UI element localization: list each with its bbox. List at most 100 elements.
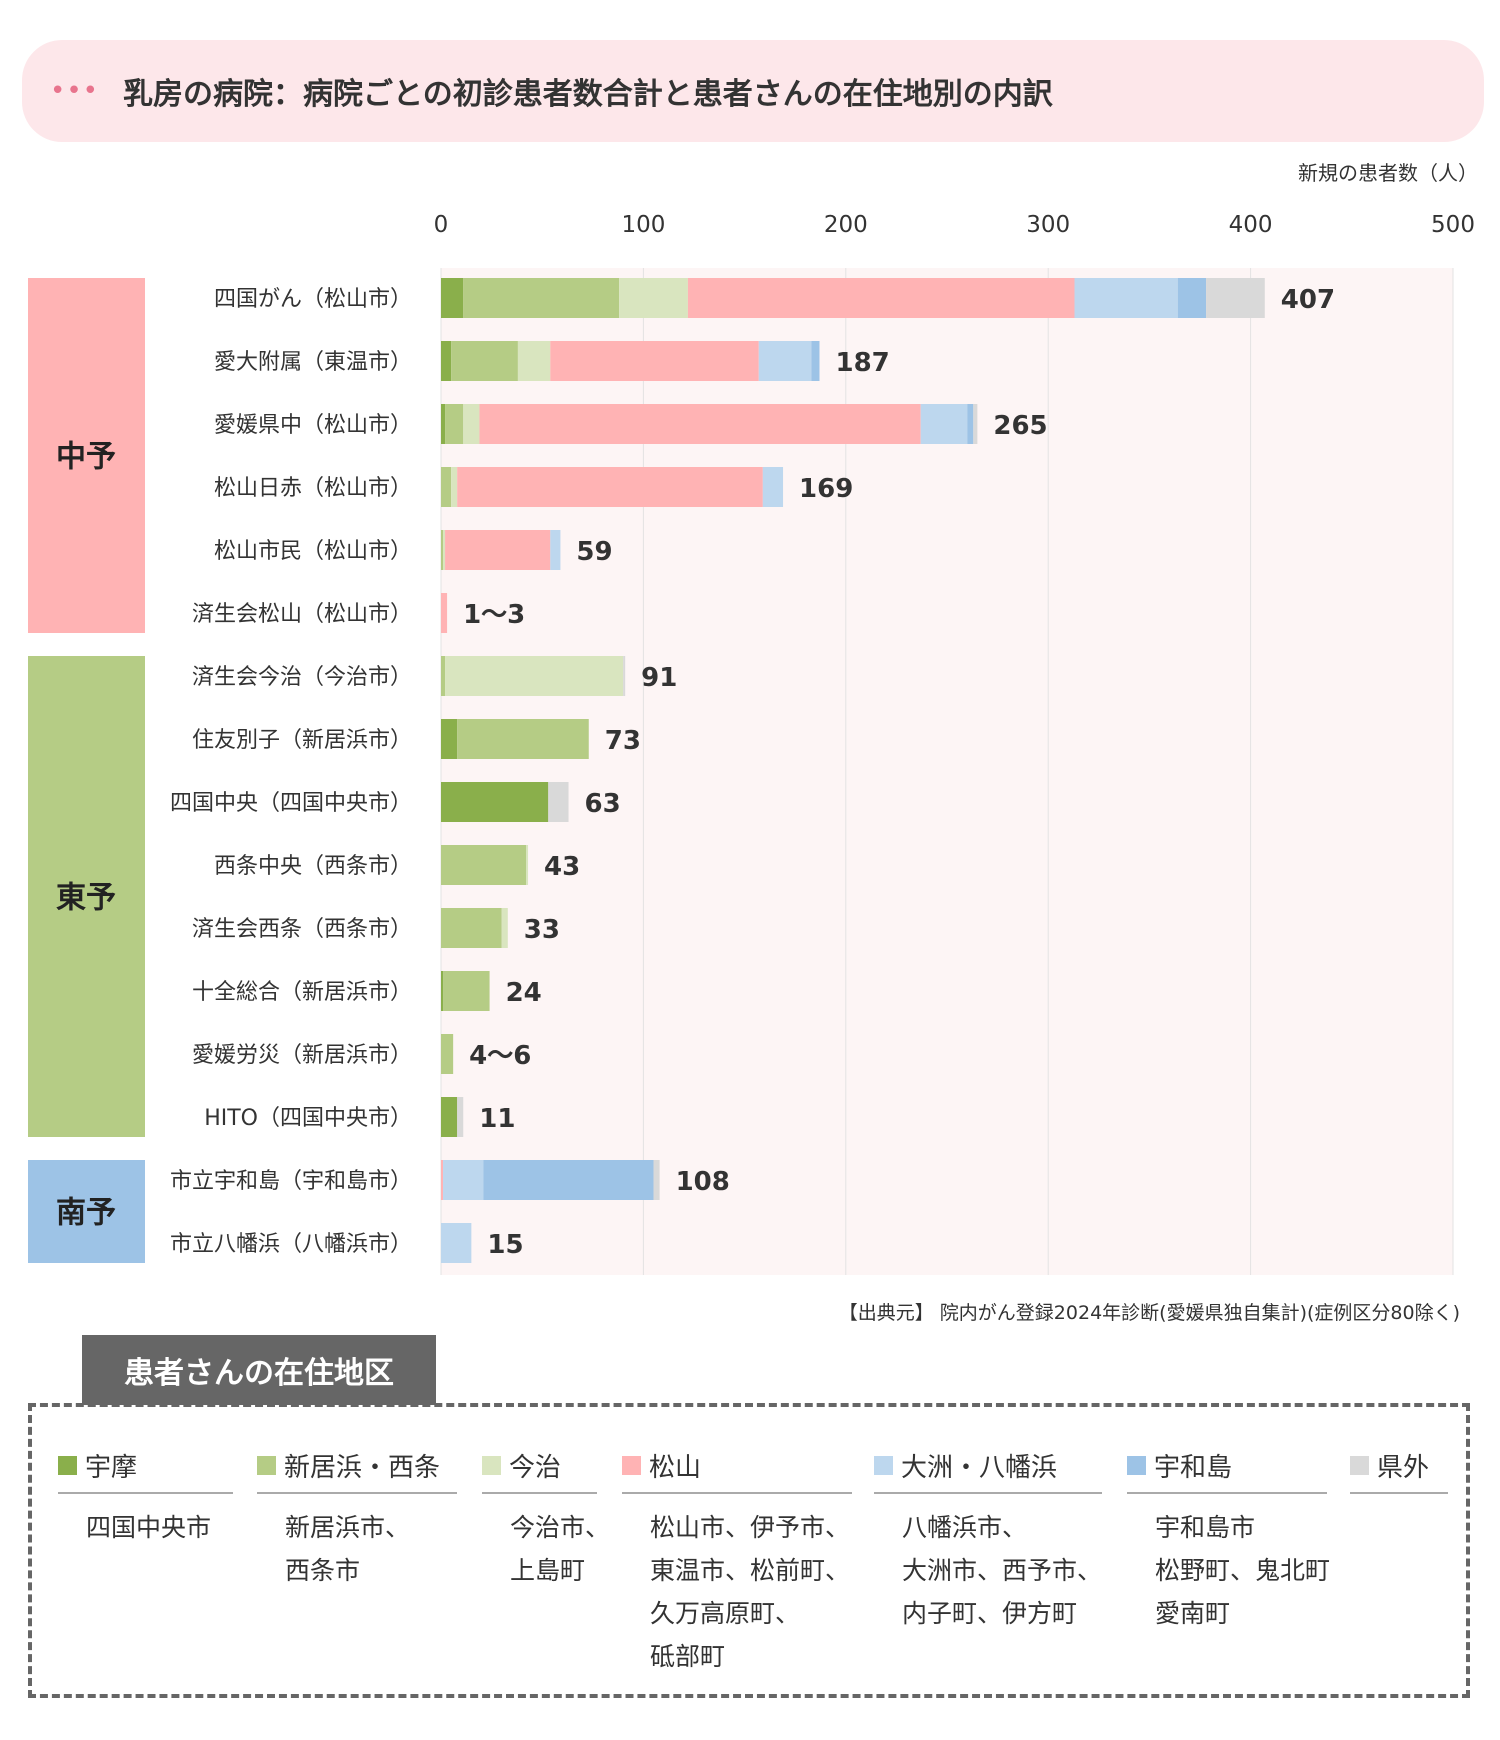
axis-unit-label: 新規の患者数（人） xyxy=(1298,161,1478,185)
bar-segment xyxy=(441,719,458,759)
data-label: 73 xyxy=(605,726,641,756)
legend-area-text: 砥部町 xyxy=(650,1642,726,1671)
legend-item: 松山松山市、伊予市、 東温市、松前町、 久万高原町、 砥部町 xyxy=(622,1447,852,1678)
legend-label: 松山 xyxy=(649,1453,702,1483)
data-label: 24 xyxy=(506,978,542,1008)
category-label: 愛大附属（東温市） xyxy=(214,350,412,375)
data-label: 187 xyxy=(835,348,889,378)
data-label: 33 xyxy=(524,915,560,945)
category-label: 愛媛労災（新居浜市） xyxy=(192,1043,412,1068)
bar-segment xyxy=(441,593,448,633)
x-tick-label: 400 xyxy=(1229,212,1273,238)
bar-segment xyxy=(463,278,620,318)
category-label: 愛媛県中（松山市） xyxy=(214,413,412,438)
legend-areas: 四国中央市 xyxy=(58,1506,233,1549)
bar-segment xyxy=(811,341,820,381)
data-label: 63 xyxy=(585,789,621,819)
bar-segment xyxy=(441,278,464,318)
x-tick-label: 500 xyxy=(1431,212,1475,238)
legend-area-text: 松野町、鬼北町 xyxy=(1155,1556,1331,1585)
category-label: HITO（四国中央市） xyxy=(204,1106,412,1131)
legend-swatch xyxy=(1127,1456,1146,1475)
legend: 宇摩 四国中央市 新居浜・西条 新居浜市、 西条市 今治 今治市、 上島町 松山 松山市、伊予市、… xyxy=(28,1403,1470,1698)
legend-areas: 松山市、伊予市、 東温市、松前町、 久万高原町、 砥部町 xyxy=(622,1506,852,1678)
legend-swatch xyxy=(58,1456,77,1475)
legend-label: 県外 xyxy=(1377,1453,1430,1483)
bar-segment xyxy=(441,404,446,444)
bar-segment xyxy=(463,404,480,444)
legend-area-text: 内子町、伊方町 xyxy=(902,1599,1078,1628)
category-label: 済生会西条（西条市） xyxy=(192,917,412,942)
legend-label: 今治 xyxy=(509,1453,562,1483)
bar-segment xyxy=(445,404,464,444)
bar-segment xyxy=(441,1034,454,1074)
legend-header: 新居浜・西条 xyxy=(257,1447,457,1494)
legend-item: 今治今治市、 上島町 xyxy=(482,1447,611,1592)
legend-header: 大洲・八幡浜 xyxy=(874,1447,1102,1494)
bar-segment xyxy=(441,467,452,507)
legend-label: 新居浜・西条 xyxy=(284,1453,441,1483)
bar-segment xyxy=(451,341,518,381)
legend-area-text: 西条市 xyxy=(285,1556,361,1585)
data-label: 11 xyxy=(479,1104,515,1134)
category-label: 市立八幡浜（八幡浜市） xyxy=(170,1232,412,1257)
legend-area-text: 八幡浜市、 xyxy=(902,1513,1028,1542)
data-label: 1〜3 xyxy=(463,600,525,630)
bar-segment xyxy=(1074,278,1178,318)
legend-item: 大洲・八幡浜八幡浜市、大洲市、西予市、 内子町、伊方町 xyxy=(874,1447,1102,1635)
legend-areas: 今治市、 上島町 xyxy=(482,1506,611,1592)
legend-label: 宇和島 xyxy=(1154,1453,1233,1483)
legend-area-text: 宇和島市 xyxy=(1155,1513,1256,1542)
legend-area-text: 東温市、松前町、 xyxy=(650,1556,851,1585)
data-label: 108 xyxy=(676,1167,730,1197)
legend-header: 県外 xyxy=(1350,1447,1448,1494)
legend-area-text: 大洲市、西予市、 xyxy=(902,1556,1103,1585)
category-label: 済生会松山（松山市） xyxy=(192,602,412,627)
legend-swatch xyxy=(622,1456,641,1475)
category-label: 四国中央（四国中央市） xyxy=(170,791,412,816)
legend-area-text: 今治市、 xyxy=(510,1513,611,1542)
data-label: 4〜6 xyxy=(469,1041,531,1071)
title-bar: ••• 乳房の病院：病院ごとの初診患者数合計と患者さんの在住地別の内訳 xyxy=(22,40,1484,142)
category-label: 四国がん（松山市） xyxy=(214,287,412,312)
legend-swatch xyxy=(1350,1456,1369,1475)
bar-segment xyxy=(526,845,529,885)
category-label: 十全総合（新居浜市） xyxy=(192,980,412,1005)
group-label: 南予 xyxy=(56,1196,116,1231)
bar-segment xyxy=(441,341,452,381)
bar-segment xyxy=(441,1097,458,1137)
group-label: 東予 xyxy=(56,881,116,916)
bar-segment xyxy=(441,656,446,696)
category-label: 住友別子（新居浜市） xyxy=(192,728,412,753)
bar-segment xyxy=(441,971,444,1011)
legend-header: 今治 xyxy=(482,1447,597,1494)
legend-areas: 新居浜市、 西条市 xyxy=(257,1506,457,1592)
legend-area-text: 四国中央市 xyxy=(86,1513,212,1542)
group-band xyxy=(28,278,145,633)
bar-segment xyxy=(441,1160,444,1200)
legend-header: 宇摩 xyxy=(58,1447,233,1494)
legend-area-text: 新居浜市、 xyxy=(285,1513,411,1542)
bar-segment xyxy=(967,404,974,444)
x-tick-label: 100 xyxy=(621,212,665,238)
legend-area-text: 愛南町 xyxy=(1155,1599,1231,1628)
category-label: 松山日赤（松山市） xyxy=(214,476,412,501)
source-note: 【出典元】 院内がん登録2024年診断(愛媛県独自集計)(症例区分80除く) xyxy=(838,1302,1460,1324)
bar-segment xyxy=(441,845,527,885)
bar-segment xyxy=(973,404,978,444)
legend-swatch xyxy=(482,1456,501,1475)
data-label: 15 xyxy=(487,1230,523,1260)
bar-segment xyxy=(445,656,624,696)
bar-segment xyxy=(550,530,561,570)
bar-segment xyxy=(445,530,551,570)
bar-segment xyxy=(441,908,502,948)
category-label: 市立宇和島（宇和島市） xyxy=(170,1169,412,1194)
bar-segment xyxy=(483,1160,654,1200)
bar-segment xyxy=(443,971,490,1011)
legend-area-text: 松山市、伊予市、 xyxy=(650,1513,851,1542)
bar-segment xyxy=(457,1097,464,1137)
bar-segment xyxy=(623,656,626,696)
legend-item: 県外 xyxy=(1350,1447,1448,1506)
bar-segment xyxy=(441,530,444,570)
bar-segment xyxy=(451,467,458,507)
